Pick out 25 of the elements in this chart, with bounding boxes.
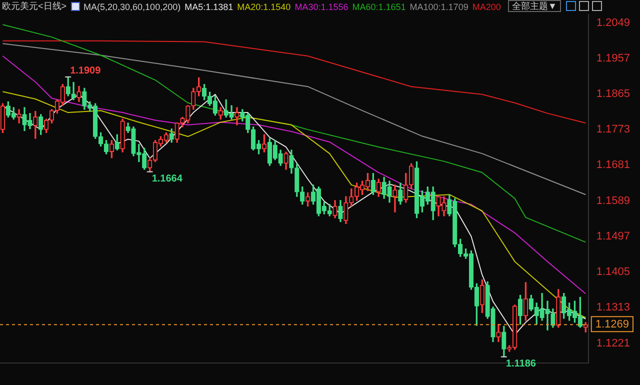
y-tick-label: 1.1589 [596, 194, 630, 207]
y-tick-label: 1.1681 [596, 159, 630, 172]
y-tick-label: 1.1865 [596, 88, 630, 100]
text: MA60:1.1651 [352, 2, 406, 12]
annotation: 1.1664 [152, 174, 183, 185]
text: MA5:1.1381 [184, 2, 234, 12]
chart-title: 欧元美元<日线> [2, 0, 67, 13]
y-tick-label: 1.1497 [596, 230, 630, 242]
y-tick-label: 1.2049 [596, 16, 630, 29]
text: MA20:1.1540 [237, 2, 291, 12]
y-tick-label: 1.1221 [596, 337, 630, 350]
ref-line-label: 1.1269 [595, 318, 630, 331]
candlestick [16, 109, 22, 124]
text: MA30:1.1556 [294, 2, 348, 12]
text: 全部主题▼ [508, 0, 561, 12]
y-tick-label: 1.1313 [596, 302, 630, 314]
y-tick-label: 1.1405 [596, 266, 630, 278]
text: MA100:1.1709 [410, 2, 468, 12]
y-tick-label: 1.1957 [596, 52, 630, 64]
annotation: 1.1186 [506, 358, 536, 370]
text: MA200 [472, 2, 501, 12]
y-tick-label: 1.1773 [596, 124, 630, 136]
chart-subtitle: MA(5,20,30,60,100,200) [84, 2, 181, 12]
candlestick [71, 82, 76, 100]
annotation: 1.1909 [70, 66, 102, 77]
